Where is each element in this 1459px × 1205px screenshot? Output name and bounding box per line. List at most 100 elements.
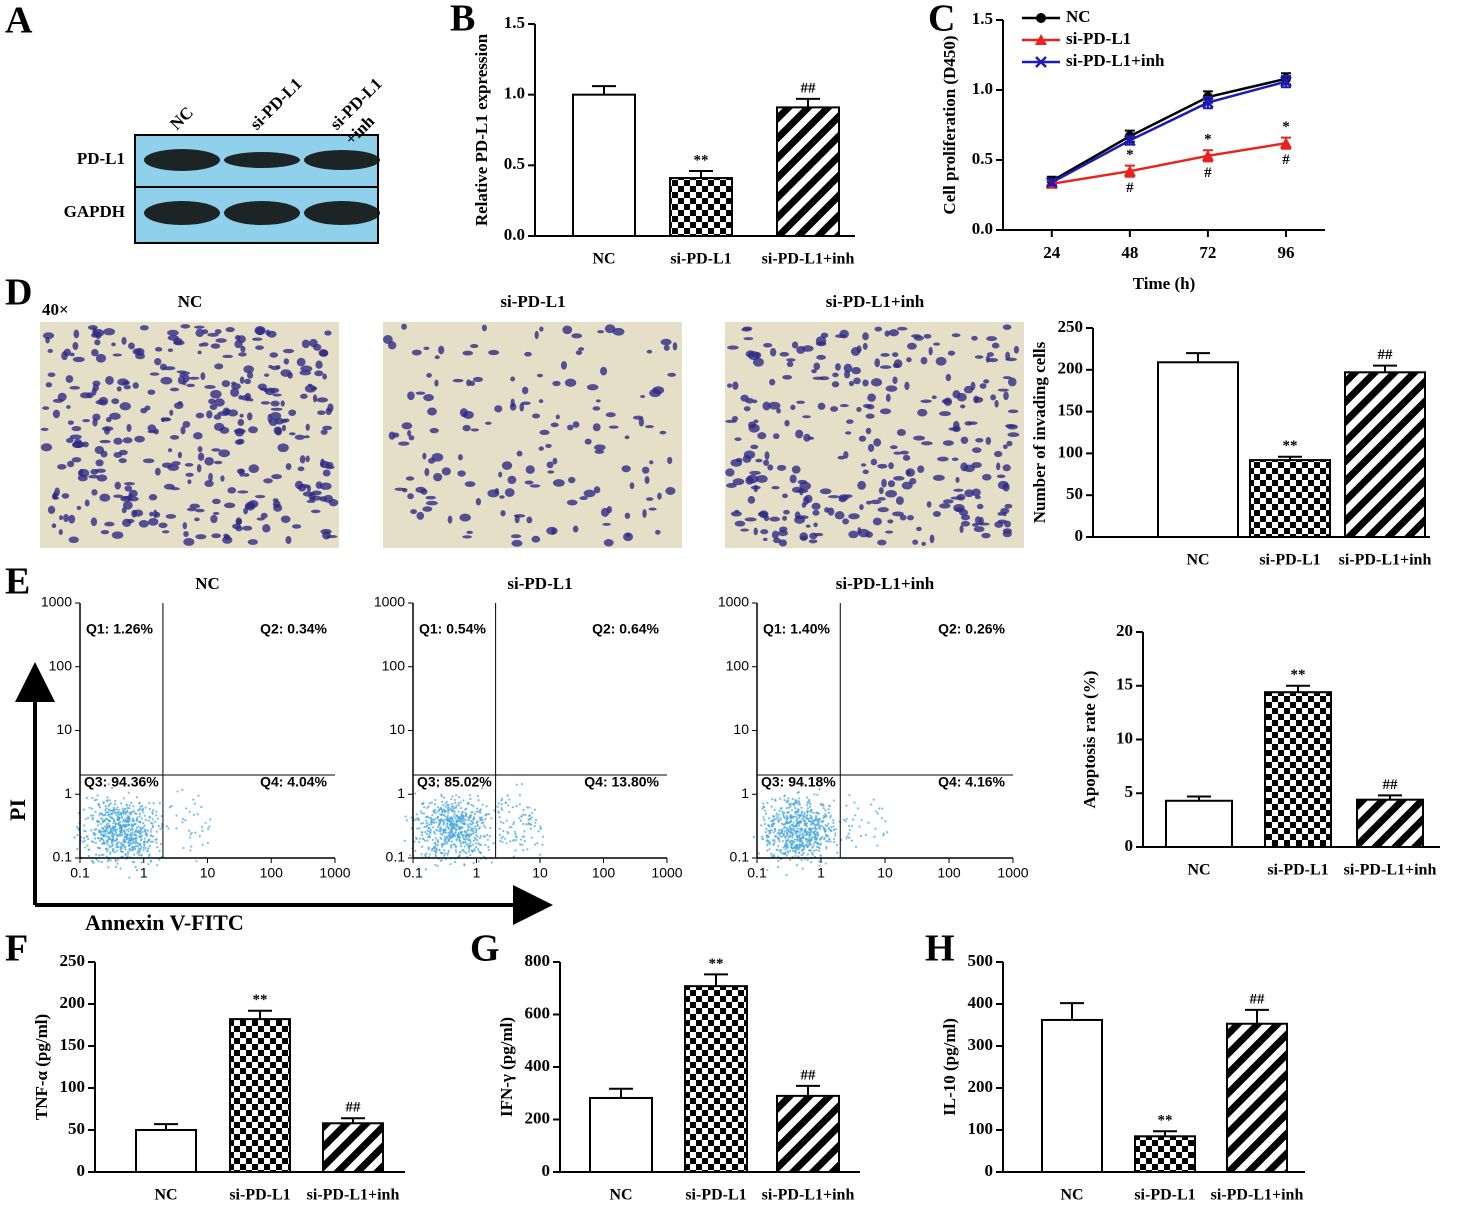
event-dot [533, 843, 537, 846]
event-dot [785, 801, 788, 804]
event-dot [819, 842, 822, 845]
event-dot [878, 807, 881, 810]
cell-blob [95, 459, 104, 467]
cell-blob [769, 347, 777, 357]
event-dot [108, 831, 111, 834]
event-dot [476, 807, 479, 810]
event-dot [443, 818, 447, 821]
event-dot [123, 835, 126, 838]
cell-blob [319, 482, 332, 490]
cell-blob [939, 411, 951, 417]
point [1280, 75, 1292, 88]
cell-blob [196, 464, 202, 473]
error-bar [1278, 455, 1302, 461]
event-dot [463, 850, 466, 853]
cell-blob [429, 427, 439, 434]
cell-blob [407, 429, 412, 437]
event-dot [433, 818, 436, 821]
cell-blob [275, 365, 281, 370]
point [1035, 56, 1047, 68]
event-dot [777, 865, 780, 869]
event-dot [466, 829, 469, 832]
cell-blob [488, 349, 500, 356]
event-dot [434, 853, 437, 856]
x-tick-label: si-PD-L1+inh [762, 1187, 855, 1204]
event-dot [424, 831, 427, 834]
event-dot [111, 839, 114, 843]
event-dot [822, 804, 825, 807]
event-dot [518, 803, 521, 806]
event-dot [786, 844, 789, 847]
event-dot [182, 846, 185, 850]
event-dot [458, 854, 461, 858]
cell-blob [408, 435, 415, 441]
cell-blob [532, 413, 541, 419]
event-dot [106, 811, 109, 814]
cell-blob [923, 333, 932, 339]
event-dot [485, 805, 488, 808]
cell-blob [100, 529, 110, 535]
cell-blob [838, 496, 847, 503]
cell-blob [274, 427, 283, 436]
cell-blob [248, 426, 258, 434]
cell-blob [1004, 503, 1013, 509]
cell-blob [71, 457, 82, 463]
cell-blob [986, 352, 995, 357]
cell-blob [974, 495, 981, 500]
cell-blob [856, 406, 862, 413]
cell-blob [1002, 528, 1012, 534]
event-dot [475, 810, 478, 813]
event-dot [829, 828, 832, 831]
y-tick-label: 0 [77, 1161, 86, 1180]
x-tick-label: si-PD-L1+inh [1211, 1187, 1304, 1204]
significance-label: ** [694, 152, 709, 168]
event-dot [782, 823, 785, 826]
event-dot [431, 826, 435, 829]
cell-blob [830, 406, 839, 412]
event-dot [185, 807, 188, 810]
event-dot [436, 864, 439, 867]
event-dot [158, 849, 161, 852]
event-dot [135, 826, 138, 829]
event-dot [438, 823, 441, 827]
y-tick-label: 1.0 [972, 79, 993, 98]
event-dot [782, 832, 785, 836]
event-dot [523, 835, 526, 838]
event-dot [785, 806, 788, 810]
event-dot [130, 823, 133, 826]
event-dot [122, 797, 125, 800]
event-dot [113, 826, 116, 829]
y-tick-label: 50 [1066, 484, 1083, 503]
event-dot [425, 821, 428, 825]
event-dot [806, 817, 809, 820]
significance-label: ** [253, 992, 268, 1008]
cell-blob [997, 388, 1010, 392]
event-dot [101, 838, 105, 841]
cell-blob [877, 507, 889, 513]
cell-blob [499, 495, 505, 499]
event-dot [465, 813, 468, 816]
micrograph-title: NC [178, 292, 203, 311]
bar [1134, 1135, 1196, 1174]
event-dot [91, 796, 94, 800]
event-dot [820, 837, 823, 840]
point [1202, 96, 1214, 109]
micrograph-title: si-PD-L1 [500, 292, 565, 311]
event-dot [123, 825, 127, 829]
cell-blob [801, 345, 814, 352]
event-dot [85, 796, 88, 799]
cell-blob [294, 480, 304, 490]
cell-blob [223, 502, 236, 509]
event-dot [787, 833, 790, 836]
cell-blob [835, 363, 841, 371]
event-dot [778, 832, 781, 836]
cell-blob [892, 376, 898, 385]
event-dot [102, 840, 106, 843]
event-dot [200, 805, 203, 809]
y-tick-label: 800 [525, 951, 551, 970]
event-dot [474, 845, 478, 849]
event-dot [459, 845, 462, 848]
cell-blob [811, 369, 817, 374]
cell-blob [169, 409, 174, 416]
event-dot [821, 835, 824, 839]
